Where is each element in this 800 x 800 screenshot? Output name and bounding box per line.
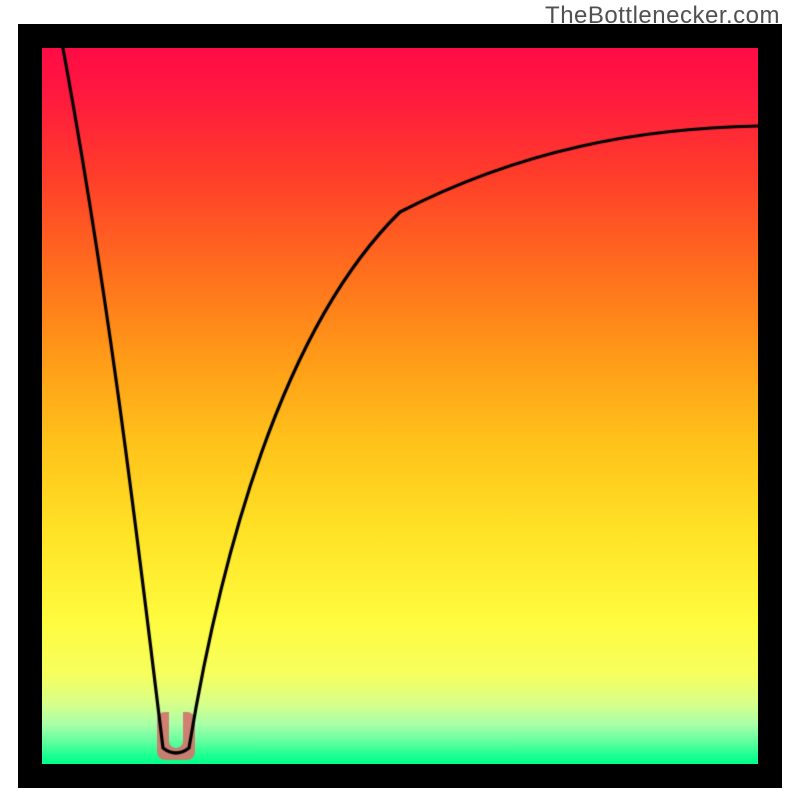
curve-canvas bbox=[0, 0, 800, 800]
watermark-text: TheBottlenecker.com bbox=[545, 2, 780, 30]
chart-stage: TheBottlenecker.com bbox=[0, 0, 800, 800]
